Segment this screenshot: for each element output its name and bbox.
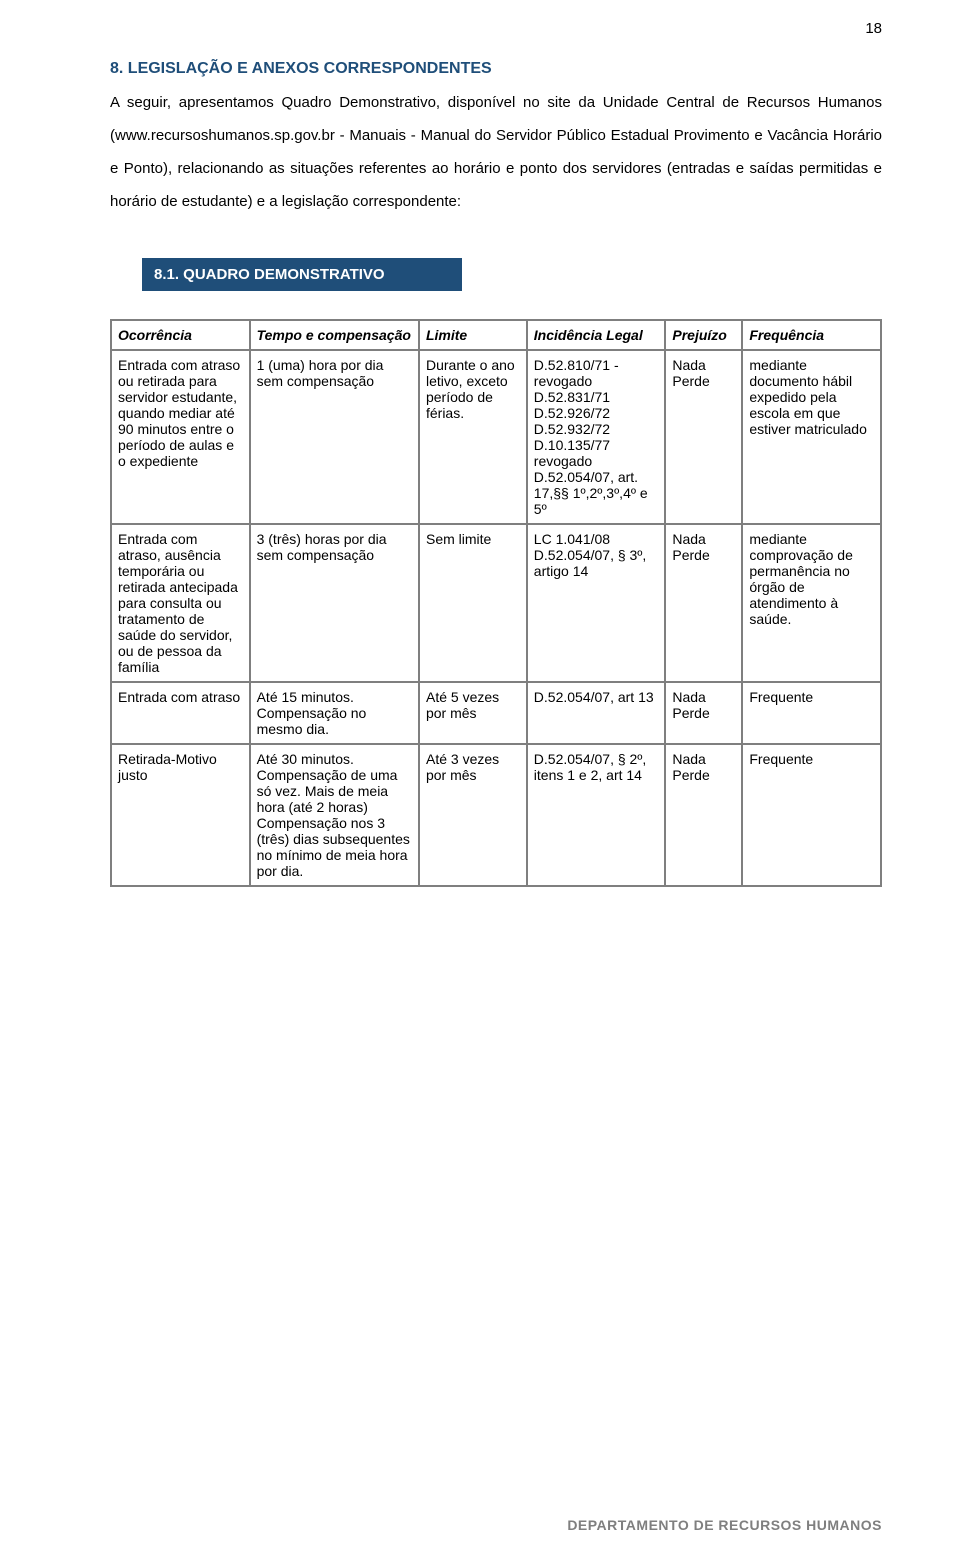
cell: LC 1.041/08 D.52.054/07, § 3º, artigo 14 — [527, 524, 666, 682]
col-frequencia: Frequência — [742, 320, 881, 350]
cell: mediante documento hábil expedido pela e… — [742, 350, 881, 524]
col-tempo: Tempo e compensação — [250, 320, 419, 350]
cell: Entrada com atraso, ausência temporária … — [111, 524, 250, 682]
cell: Durante o ano letivo, exceto período de … — [419, 350, 527, 524]
cell: D.52.054/07, § 2º, itens 1 e 2, art 14 — [527, 744, 666, 886]
cell: Entrada com atraso — [111, 682, 250, 744]
cell: Até 5 vezes por mês — [419, 682, 527, 744]
cell: mediante comprovação de permanência no ó… — [742, 524, 881, 682]
cell: Até 30 minutos. Compensação de uma só ve… — [250, 744, 419, 886]
cell: Frequente — [742, 682, 881, 744]
footer-text: DEPARTAMENTO DE RECURSOS HUMANOS — [567, 1517, 882, 1533]
table-row: Entrada com atraso ou retirada para serv… — [111, 350, 881, 524]
cell: Até 3 vezes por mês — [419, 744, 527, 886]
cell: Nada Perde — [665, 744, 742, 886]
cell: Nada Perde — [665, 524, 742, 682]
cell: Até 15 minutos. Compensação no mesmo dia… — [250, 682, 419, 744]
cell: Sem limite — [419, 524, 527, 682]
table-header-row: Ocorrência Tempo e compensação Limite In… — [111, 320, 881, 350]
col-incidencia: Incidência Legal — [527, 320, 666, 350]
cell: Nada Perde — [665, 682, 742, 744]
col-prejuizo: Prejuízo — [665, 320, 742, 350]
cell: Frequente — [742, 744, 881, 886]
cell: Nada Perde — [665, 350, 742, 524]
cell: D.52.054/07, art 13 — [527, 682, 666, 744]
section-8-heading: 8. LEGISLAÇÃO E ANEXOS CORRESPONDENTES — [110, 60, 882, 78]
table-row: Entrada com atraso, ausência temporária … — [111, 524, 881, 682]
col-limite: Limite — [419, 320, 527, 350]
cell: D.52.810/71 - revogado D.52.831/71 D.52.… — [527, 350, 666, 524]
page-number: 18 — [865, 20, 882, 37]
col-ocorrencia: Ocorrência — [111, 320, 250, 350]
cell: Entrada com atraso ou retirada para serv… — [111, 350, 250, 524]
cell: 3 (três) horas por dia sem compensação — [250, 524, 419, 682]
table-row: Entrada com atraso Até 15 minutos. Compe… — [111, 682, 881, 744]
cell: Retirada-Motivo justo — [111, 744, 250, 886]
quadro-demonstrativo-table: Ocorrência Tempo e compensação Limite In… — [110, 319, 882, 887]
page: 18 8. LEGISLAÇÃO E ANEXOS CORRESPONDENTE… — [0, 0, 960, 1553]
cell: 1 (uma) hora por dia sem compensação — [250, 350, 419, 524]
table-row: Retirada-Motivo justo Até 30 minutos. Co… — [111, 744, 881, 886]
section-8-paragraph: A seguir, apresentamos Quadro Demonstrat… — [110, 86, 882, 218]
section-8-1-banner: 8.1. QUADRO DEMONSTRATIVO — [142, 258, 462, 291]
